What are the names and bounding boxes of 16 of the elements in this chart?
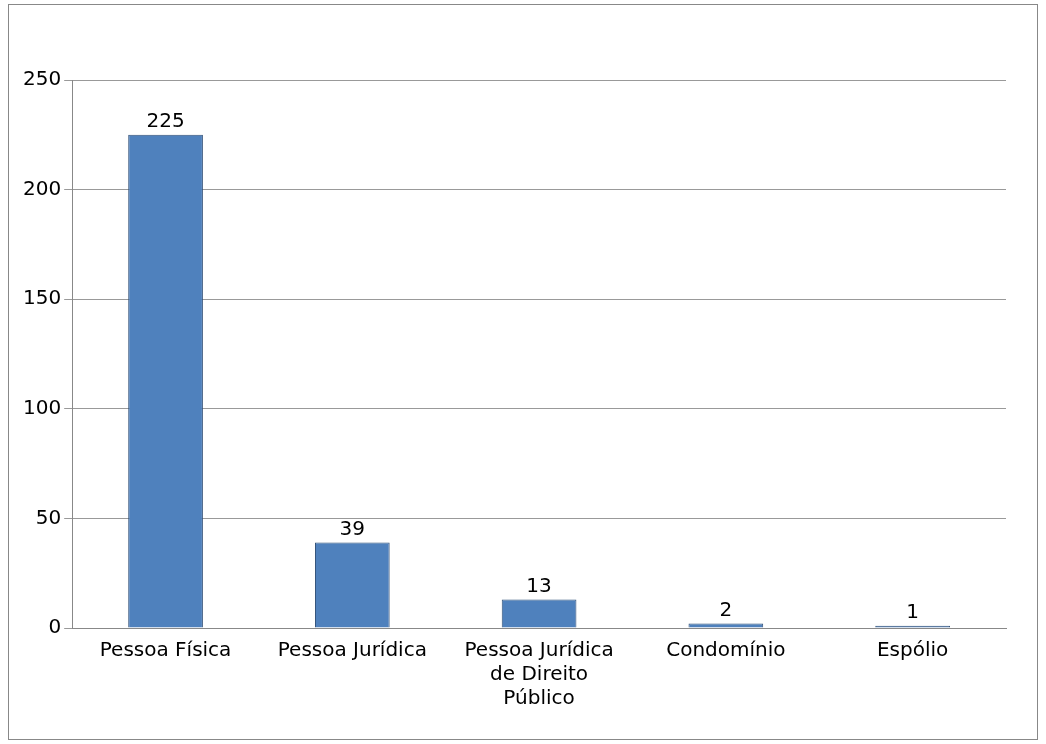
data-label: 225 xyxy=(146,108,185,132)
y-tick-label: 0 xyxy=(48,614,62,639)
data-label: 2 xyxy=(719,596,733,621)
y-tick-label: 150 xyxy=(22,285,62,310)
data-label: 1 xyxy=(906,599,919,624)
x-tick-label: Condomínio xyxy=(666,637,786,662)
y-tick-label: 50 xyxy=(35,504,62,529)
x-tick-label: Espólio xyxy=(876,637,949,662)
x-tick-label: Pessoa Física xyxy=(99,637,232,662)
y-tick-label: 200 xyxy=(22,175,62,200)
x-tick-label: Pessoa Jurídica xyxy=(277,637,427,662)
data-label: 13 xyxy=(526,572,552,597)
y-tick-label: 250 xyxy=(22,66,62,91)
x-tick-label: Pessoa Jurídica de Direito Público xyxy=(464,637,614,710)
data-label: 39 xyxy=(339,515,366,540)
y-tick-label: 100 xyxy=(22,395,62,419)
